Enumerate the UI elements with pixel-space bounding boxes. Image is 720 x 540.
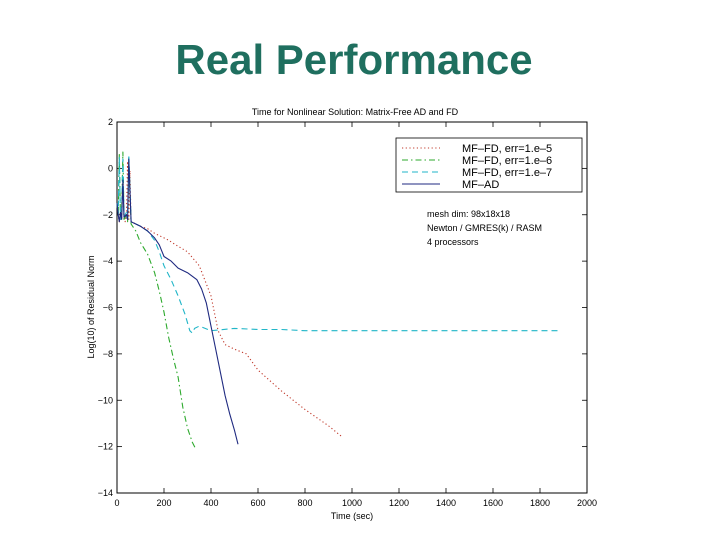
y-axis: 2 0 −2 −4 −6 −8 −10 −12 −14 [98, 117, 587, 498]
y-tick-label: 2 [108, 117, 113, 127]
annotation: mesh dim: 98x18x18 Newton / GMRES(k) / R… [427, 209, 542, 247]
legend-label-4: MF–AD [462, 179, 499, 191]
x-tick-label: 200 [156, 498, 171, 508]
x-tick-label: 600 [250, 498, 265, 508]
legend-label-1: MF–FD, err=1.e–5 [462, 143, 552, 155]
x-tick-label: 1600 [483, 498, 503, 508]
x-tick-label: 1000 [342, 498, 362, 508]
x-tick-label: 400 [203, 498, 218, 508]
x-tick-label: 1200 [389, 498, 409, 508]
legend-box [395, 137, 583, 193]
x-tick-label: 1800 [530, 498, 550, 508]
slide-title: Real Performance [175, 36, 533, 83]
y-tick-label: −14 [98, 488, 113, 498]
x-tick-label: 0 [114, 498, 119, 508]
y-tick-label: −2 [103, 210, 113, 220]
y-tick-label: −12 [98, 442, 113, 452]
legend: MF–FD, err=1.e–5MF–FD, err=1.e–6MF–FD, e… [395, 137, 583, 193]
x-tick-label: 800 [297, 498, 312, 508]
x-tick-label: 1400 [436, 498, 456, 508]
legend-label-2: MF–FD, err=1.e–6 [462, 155, 552, 167]
x-tick-label: 2000 [577, 498, 597, 508]
series-lines [116, 151, 559, 450]
chart-title: Time for Nonlinear Solution: Matrix-Free… [252, 107, 459, 117]
annotation-line-2: Newton / GMRES(k) / RASM [427, 223, 542, 233]
y-tick-label: −8 [103, 349, 113, 359]
x-axis: 0 200 400 600 800 1000 1200 1400 1600 1800 2000 [114, 122, 597, 508]
x-axis-label: Time (sec) [331, 511, 373, 521]
y-tick-label: −4 [103, 256, 113, 266]
annotation-line-1: mesh dim: 98x18x18 [427, 209, 510, 219]
annotation-line-3: 4 processors [427, 237, 479, 247]
y-axis-label: Log(10) of Residual Norm [86, 255, 96, 358]
series-line-4 [116, 158, 239, 445]
y-tick-label: −6 [103, 303, 113, 313]
series-line-1 [116, 160, 343, 438]
y-tick-label: −10 [98, 395, 113, 405]
y-tick-label: 0 [108, 163, 113, 173]
legend-label-3: MF–FD, err=1.e–7 [462, 167, 552, 179]
